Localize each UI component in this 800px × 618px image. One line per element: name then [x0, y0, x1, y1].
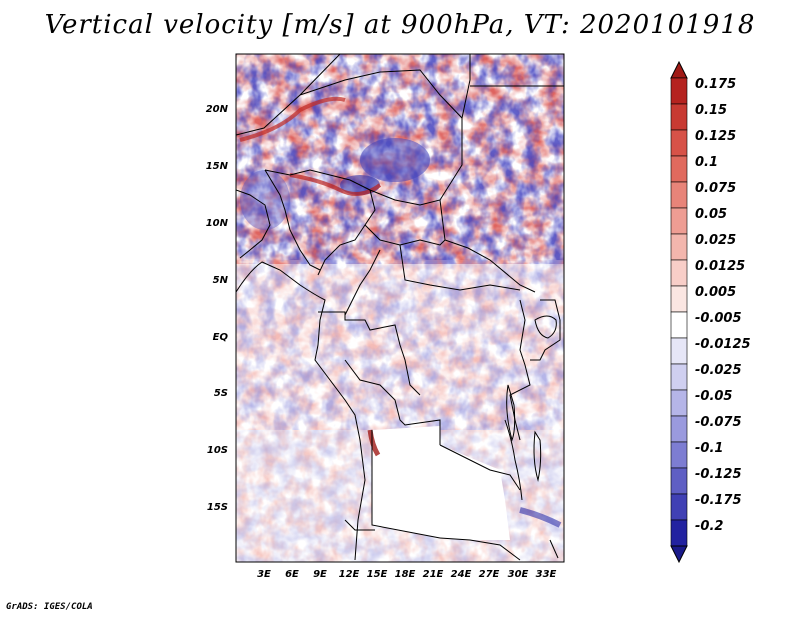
lon-label: 18E [394, 569, 416, 580]
lon-label: 24E [450, 569, 472, 580]
colorbar-tick-label: -0.0125 [695, 337, 751, 352]
lon-label: 3E [257, 569, 271, 580]
colorbar-swatch [670, 285, 688, 313]
lon-label: 12E [338, 569, 360, 580]
colorbar-top-arrow [670, 60, 688, 79]
colorbar-tick-label: -0.05 [695, 389, 733, 404]
colorbar-swatch [670, 363, 688, 391]
lat-label: 5N [212, 275, 228, 286]
colorbar-tick-label: 0.05 [695, 207, 728, 222]
map-frame [235, 53, 565, 563]
lon-label: 9E [313, 569, 327, 580]
colorbar-tick-label: 0.175 [695, 77, 737, 92]
colorbar-tick-label: 0.125 [695, 129, 737, 144]
colorbar-bottom-arrow [670, 545, 688, 564]
colorbar-swatch [670, 337, 688, 365]
colorbar-swatch [670, 259, 688, 287]
colorbar-swatch [670, 519, 688, 547]
colorbar [670, 60, 688, 564]
colorbar-tick-label: -0.025 [695, 363, 742, 378]
colorbar-swatch [670, 233, 688, 261]
colorbar-swatch [670, 181, 688, 209]
lat-label: 10S [206, 445, 228, 456]
colorbar-tick-label: -0.125 [695, 467, 742, 482]
grads-credit: GrADS: IGES/COLA [6, 602, 93, 612]
page-title: Vertical velocity [m/s] at 900hPa, VT: 2… [44, 10, 756, 40]
lat-label: 20N [205, 104, 228, 115]
colorbar-tick-label: 0.0125 [695, 259, 746, 274]
colorbar-swatch [670, 389, 688, 417]
colorbar-tick-label: -0.2 [695, 519, 724, 534]
lon-label: 6E [285, 569, 299, 580]
colorbar-swatch [670, 103, 688, 131]
colorbar-swatch [670, 207, 688, 235]
lat-label: 10N [205, 218, 228, 229]
colorbar-tick-label: 0.005 [695, 285, 737, 300]
vertical-velocity-field [236, 54, 564, 562]
lat-label: EQ [212, 332, 228, 343]
lon-label: 15E [366, 569, 388, 580]
colorbar-tick-label: -0.005 [695, 311, 742, 326]
colorbar-swatch [670, 129, 688, 157]
lon-label: 27E [478, 569, 500, 580]
colorbar-tick-label: 0.1 [695, 155, 719, 170]
colorbar-swatch [670, 415, 688, 443]
colorbar-swatch [670, 493, 688, 521]
colorbar-tick-label: 0.025 [695, 233, 737, 248]
colorbar-swatch [670, 77, 688, 105]
colorbar-swatch [670, 155, 688, 183]
colorbar-tick-label: 0.15 [695, 103, 728, 118]
colorbar-swatch [670, 311, 688, 339]
lakes [506, 315, 559, 559]
colorbar-swatch [670, 467, 688, 495]
colorbar-tick-label: 0.075 [695, 181, 737, 196]
country-borders [236, 54, 564, 561]
lon-label: 21E [422, 569, 444, 580]
colorbar-swatch [670, 441, 688, 469]
colorbar-tick-label: -0.1 [695, 441, 724, 456]
colorbar-tick-label: -0.075 [695, 415, 742, 430]
colorbar-tick-label: -0.175 [695, 493, 742, 508]
lat-label: 5S [213, 388, 228, 399]
lon-label: 33E [535, 569, 557, 580]
lat-label: 15N [205, 161, 228, 172]
lon-label: 30E [507, 569, 529, 580]
lat-label: 15S [206, 502, 228, 513]
